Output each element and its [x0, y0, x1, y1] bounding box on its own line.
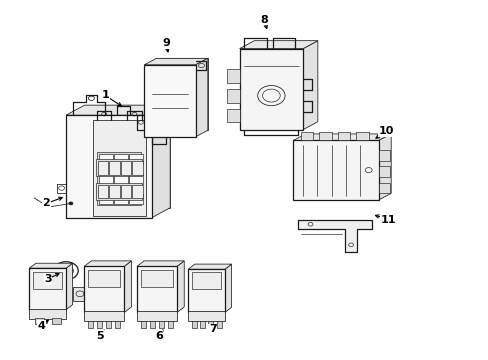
Bar [132, 185, 142, 198]
Polygon shape [66, 105, 170, 115]
Bar [66, 115, 151, 218]
Bar [29, 268, 66, 310]
Polygon shape [124, 261, 131, 312]
Bar [121, 161, 131, 175]
Polygon shape [84, 261, 131, 266]
Bar [378, 166, 389, 177]
Bar [99, 194, 112, 204]
Bar [129, 174, 142, 184]
Text: 11: 11 [380, 215, 396, 225]
Bar [93, 120, 145, 216]
Polygon shape [144, 58, 207, 65]
Text: 5: 5 [96, 330, 104, 341]
Bar [192, 272, 221, 289]
Polygon shape [303, 41, 317, 130]
Polygon shape [239, 41, 317, 49]
Bar [98, 161, 108, 175]
Bar [191, 321, 196, 328]
Bar [96, 159, 142, 176]
Bar [216, 321, 221, 328]
Polygon shape [137, 261, 184, 266]
Bar [227, 89, 239, 103]
Bar [109, 185, 120, 198]
Bar [150, 321, 155, 328]
Bar [29, 309, 66, 319]
Text: 2: 2 [42, 198, 50, 208]
Bar [97, 321, 102, 328]
Text: 3: 3 [44, 274, 52, 284]
Bar [99, 174, 112, 184]
Bar [88, 321, 93, 328]
Text: 4: 4 [38, 321, 45, 331]
Bar [141, 321, 145, 328]
Bar [106, 321, 111, 328]
Polygon shape [177, 261, 184, 312]
Polygon shape [293, 134, 390, 140]
Bar [208, 321, 213, 328]
Bar [137, 266, 177, 312]
Bar [188, 311, 224, 321]
Polygon shape [84, 105, 170, 208]
Bar [141, 270, 173, 287]
Bar [159, 321, 163, 328]
Polygon shape [378, 134, 390, 200]
Bar [84, 266, 124, 312]
Bar [114, 174, 127, 184]
Bar [109, 161, 120, 175]
Bar [73, 287, 87, 301]
Bar [98, 185, 108, 198]
Polygon shape [151, 105, 170, 218]
Bar [114, 194, 127, 204]
Bar [239, 49, 303, 130]
Bar [97, 172, 141, 186]
Bar [97, 192, 141, 206]
Bar [319, 132, 331, 140]
Bar [52, 318, 61, 324]
Bar [99, 154, 112, 165]
Text: 6: 6 [155, 330, 163, 341]
Polygon shape [224, 264, 231, 312]
Text: 10: 10 [378, 126, 393, 136]
Bar [188, 269, 224, 312]
Bar [356, 132, 368, 140]
Text: 8: 8 [260, 15, 267, 25]
Text: 1: 1 [101, 90, 109, 100]
Bar [129, 154, 142, 165]
Polygon shape [29, 263, 73, 268]
Text: 9: 9 [162, 38, 170, 48]
Bar [337, 132, 349, 140]
Bar [96, 183, 142, 200]
Bar [88, 270, 120, 287]
Bar [33, 272, 62, 289]
Polygon shape [66, 263, 73, 310]
Bar [84, 311, 124, 321]
Bar [227, 109, 239, 122]
Polygon shape [298, 220, 371, 252]
Bar [121, 185, 131, 198]
Bar [35, 318, 44, 324]
Polygon shape [188, 264, 231, 269]
Bar [137, 311, 177, 321]
Polygon shape [195, 58, 207, 137]
Bar [227, 69, 239, 83]
Bar [132, 161, 142, 175]
Bar [293, 140, 378, 200]
Polygon shape [156, 58, 207, 130]
Bar [129, 194, 142, 204]
Text: 7: 7 [208, 324, 216, 334]
Bar [168, 321, 173, 328]
Bar [300, 132, 312, 140]
Bar [200, 321, 204, 328]
Bar [378, 150, 389, 161]
Bar [114, 154, 127, 165]
Bar [97, 152, 141, 166]
Circle shape [69, 202, 73, 205]
Circle shape [63, 269, 69, 273]
Bar [115, 321, 120, 328]
Bar [144, 65, 195, 137]
Bar [378, 183, 389, 193]
